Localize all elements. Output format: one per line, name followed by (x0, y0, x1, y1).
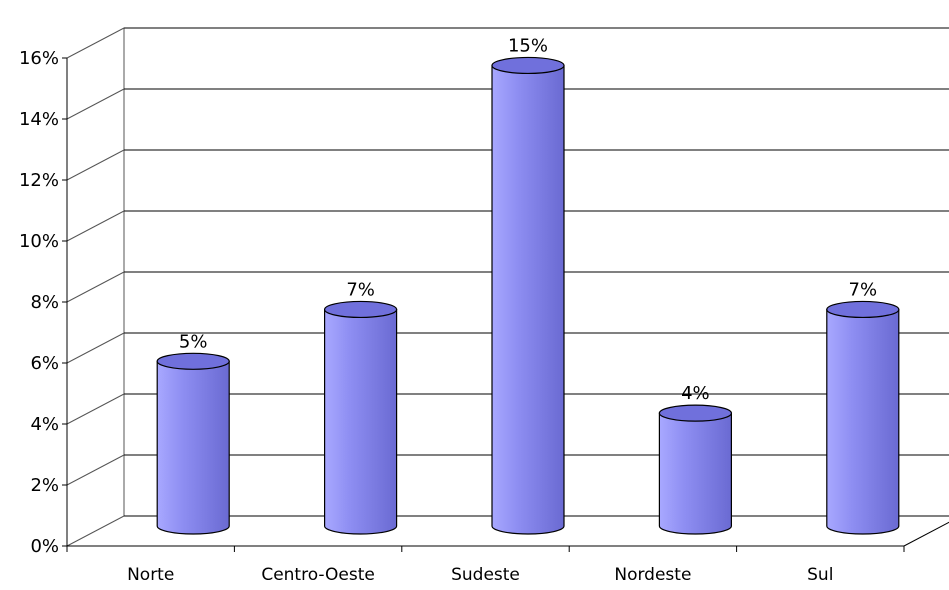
data-label: 7% (346, 279, 375, 300)
category-label: Centro-Oeste (261, 565, 375, 585)
y-tick-label: 12% (19, 170, 59, 191)
bar (324, 300, 398, 535)
side-wall-gridline (66, 515, 125, 547)
y-tick-label: 8% (30, 292, 59, 313)
bar-body (156, 360, 230, 535)
bar-top (324, 300, 398, 319)
category-label: Norte (127, 565, 174, 585)
bar (156, 352, 230, 535)
data-label: 5% (179, 331, 208, 352)
data-label: 7% (849, 279, 878, 300)
y-tick-label: 14% (19, 109, 59, 130)
side-wall-gridline (66, 454, 125, 486)
data-label: 15% (508, 35, 548, 56)
bar-body (491, 64, 565, 535)
category-label: Sul (807, 565, 833, 585)
y-tick-label: 2% (30, 475, 59, 496)
bar-top (826, 300, 900, 319)
side-wall-gridline (66, 393, 125, 425)
bar-top (491, 56, 565, 75)
bar-body (826, 308, 900, 535)
y-tick-label: 0% (30, 536, 59, 557)
category-label: Sudeste (451, 565, 520, 585)
floor-right-edge (903, 521, 949, 547)
side-wall-gridline (66, 149, 125, 181)
bar-body (324, 308, 398, 535)
side-wall-gridline (66, 332, 125, 364)
bar (826, 300, 900, 535)
data-labels: 5% 7% 15% 4% 7% (179, 35, 877, 404)
bar-body (658, 412, 732, 535)
bars (156, 56, 900, 535)
bar-top (658, 404, 733, 422)
y-tick-label: 6% (30, 353, 59, 374)
bar-top (156, 352, 230, 370)
y-tick-label: 16% (19, 48, 59, 69)
y-tick-label: 4% (30, 414, 59, 435)
side-wall-gridline (66, 27, 125, 59)
category-label: Nordeste (614, 565, 691, 585)
bar (491, 56, 565, 535)
data-label: 4% (681, 383, 710, 404)
side-wall-gridline (66, 271, 125, 303)
side-wall-gridline (66, 210, 125, 242)
bar (658, 404, 733, 535)
side-wall-gridline (66, 88, 125, 120)
y-tick-label: 10% (19, 231, 59, 252)
y-axis-ticks: 0% 2% 4% 6% 8% 10% 12% 14% 16% (19, 48, 67, 557)
category-labels: Norte Centro-Oeste Sudeste Nordeste Sul (127, 565, 833, 585)
